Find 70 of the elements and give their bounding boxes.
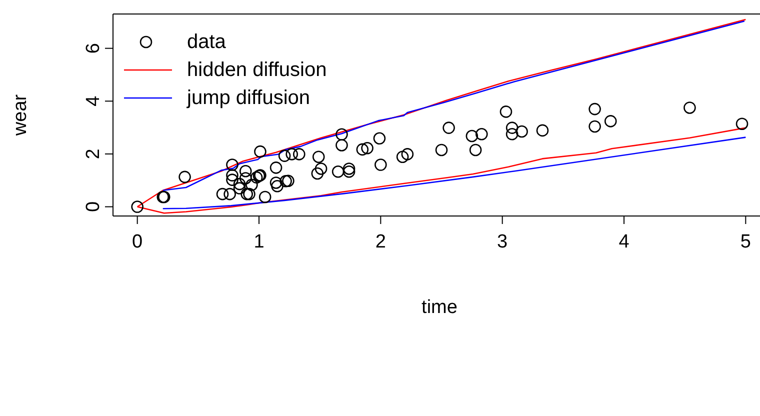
line-series	[162, 136, 746, 210]
point	[336, 128, 348, 141]
point	[131, 200, 144, 213]
point	[233, 182, 246, 194]
point	[254, 145, 266, 158]
y-axis-title: wear	[10, 94, 31, 137]
point	[226, 174, 238, 186]
y-tick-label: 0	[83, 201, 104, 212]
point	[278, 150, 291, 162]
y-tick-label: 2	[83, 148, 104, 160]
point	[270, 162, 282, 174]
point	[250, 171, 263, 184]
point	[506, 128, 518, 140]
point	[293, 148, 306, 160]
point	[314, 162, 328, 175]
x-tick-label: 0	[132, 231, 143, 252]
point	[588, 102, 601, 116]
x-tick-label: 1	[254, 231, 264, 252]
point	[466, 130, 478, 142]
legend-label: jump diffusion	[187, 86, 310, 111]
point	[270, 176, 282, 189]
point	[536, 124, 549, 137]
point	[286, 148, 298, 160]
y-tick-label: 6	[83, 43, 104, 54]
point	[401, 148, 414, 160]
point	[311, 167, 324, 180]
x-tick-label: 3	[497, 231, 508, 252]
point	[469, 144, 482, 156]
point	[240, 188, 253, 200]
point	[342, 165, 356, 178]
point	[178, 170, 191, 184]
point	[500, 106, 512, 118]
point	[246, 178, 258, 191]
point	[239, 164, 252, 178]
point	[373, 132, 386, 145]
point	[588, 120, 601, 133]
point	[312, 150, 325, 163]
point	[336, 139, 348, 152]
point	[258, 190, 272, 204]
point	[442, 122, 455, 134]
point	[271, 180, 284, 192]
point	[374, 158, 387, 171]
x-axis-title: time	[422, 297, 458, 318]
point	[435, 144, 448, 156]
point	[243, 188, 256, 200]
x-tick-label: 4	[618, 231, 630, 252]
point	[332, 165, 344, 178]
point	[226, 169, 238, 182]
point	[280, 174, 292, 188]
point	[604, 115, 617, 128]
point	[684, 102, 696, 114]
point	[506, 122, 518, 134]
point	[233, 178, 246, 190]
point	[224, 188, 236, 200]
point	[356, 143, 369, 156]
point	[216, 188, 229, 200]
point	[736, 118, 748, 130]
legend-label: hidden diffusion	[187, 58, 327, 83]
point	[476, 128, 488, 140]
x-tick-label: 2	[375, 231, 386, 252]
point	[239, 172, 252, 184]
y-tick-label: 4	[83, 95, 104, 106]
x-tick-label: 5	[740, 231, 751, 252]
legend-label: data	[187, 30, 226, 55]
point	[361, 142, 374, 154]
point	[342, 162, 356, 175]
point	[282, 174, 294, 188]
point	[516, 125, 528, 138]
point	[396, 150, 409, 163]
point	[226, 158, 238, 171]
